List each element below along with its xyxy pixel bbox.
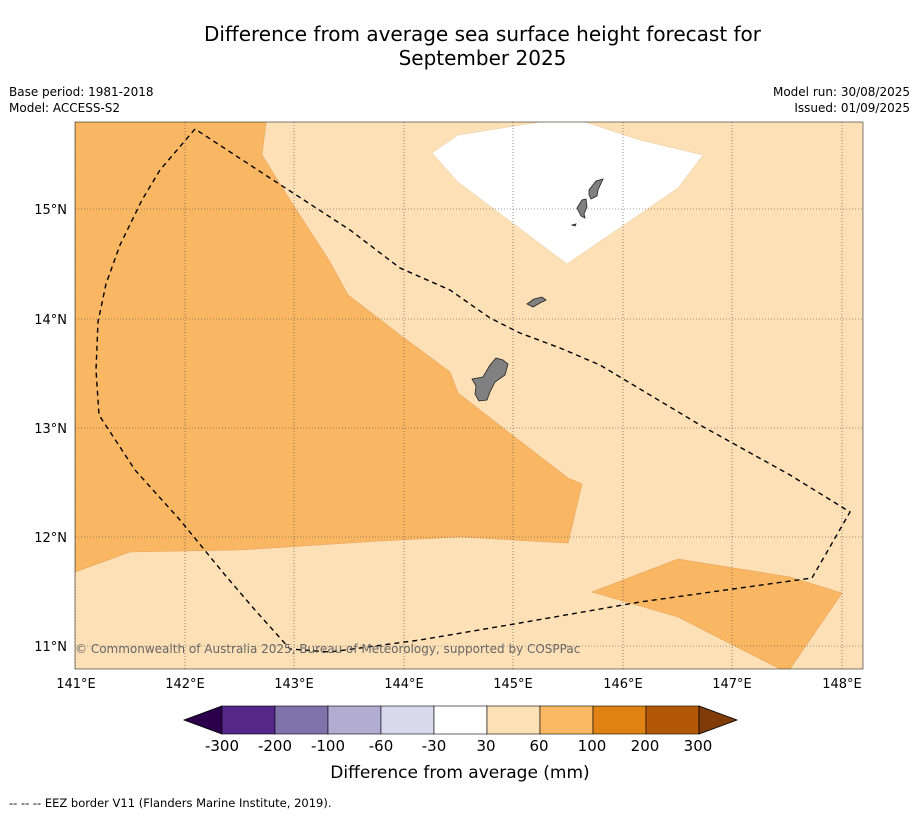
- lon-label: 148°E: [822, 677, 862, 692]
- map-area: [75, 122, 863, 669]
- colorbar-segment: [486, 705, 541, 735]
- colorbar-segment: [645, 705, 700, 735]
- colorbar-tick: -60: [369, 737, 394, 755]
- footer-note: -- -- -- EEZ border V11 (Flanders Marine…: [9, 796, 332, 810]
- colorbar-segment: [380, 705, 435, 735]
- colorbar: [182, 705, 739, 735]
- band-60-100-southeast: [591, 558, 843, 669]
- colorbar-tick: -300: [205, 737, 239, 755]
- island-tinian: [576, 198, 588, 219]
- band-60-100-west: [75, 122, 583, 573]
- meta-left: Base period: 1981-2018 Model: ACCESS-S2: [9, 84, 154, 116]
- meta-right: Model run: 30/08/2025 Issued: 01/09/2025: [773, 84, 910, 116]
- colorbar-tick: -30: [422, 737, 447, 755]
- model-run: Model run: 30/08/2025: [772, 85, 910, 99]
- gridlines: [75, 122, 863, 669]
- colorbar-segment: [592, 705, 647, 735]
- lat-label: 11°N: [34, 640, 67, 655]
- lon-label: 143°E: [274, 677, 314, 692]
- lon-label: 145°E: [493, 677, 533, 692]
- title-line-1: Difference from average sea surface heig…: [203, 22, 762, 46]
- base-period: Base period: 1981-2018: [9, 85, 154, 99]
- colorbar-tick: 200: [631, 737, 660, 755]
- colorbar-tick: -100: [311, 737, 345, 755]
- lon-label: 142°E: [165, 677, 205, 692]
- lon-label: 141°E: [56, 677, 96, 692]
- colorbar-tick: -200: [258, 737, 292, 755]
- colorbar-label: Difference from average (mm): [330, 763, 589, 783]
- lat-label: 13°N: [34, 422, 67, 437]
- colorbar-tick: 100: [578, 737, 607, 755]
- colorbar-segment: [433, 705, 488, 735]
- copyright-text: © Commonwealth of Australia 2025, Bureau…: [75, 642, 580, 656]
- lon-label: 144°E: [384, 677, 424, 692]
- island-saipan: [588, 178, 604, 200]
- colorbar-tick: 60: [529, 737, 548, 755]
- model-name: Model: ACCESS-S2: [9, 101, 121, 115]
- colorbar-segment: [327, 705, 382, 735]
- lon-label: 147°E: [712, 677, 752, 692]
- colorbar-segment: [274, 705, 329, 735]
- colorbar-segment: [539, 705, 594, 735]
- map-frame: [74, 121, 864, 670]
- title-line-2: September 2025: [398, 46, 567, 70]
- lat-label: 15°N: [34, 203, 67, 218]
- lon-label: 146°E: [603, 677, 643, 692]
- map-title: Difference from average sea surface heig…: [60, 22, 905, 70]
- band-neutral-north: [431, 122, 704, 265]
- colorbar-tick: 30: [476, 737, 495, 755]
- colorbar-extend-high: [698, 705, 739, 735]
- lon-labels: 141°E 142°E 143°E 144°E 145°E 146°E 147°…: [56, 677, 862, 692]
- colorbar-extend-low: [182, 705, 223, 735]
- lat-label: 14°N: [34, 313, 67, 328]
- lat-labels: 15°N 14°N 13°N 12°N 11°N: [34, 203, 67, 655]
- islands: [471, 178, 604, 402]
- colorbar-ticks: -300 -200 -100 -60 -30 30 60 100 200 300: [205, 737, 712, 755]
- colorbar-tick: 300: [684, 737, 713, 755]
- island-rota: [526, 296, 547, 308]
- lat-label: 12°N: [34, 531, 67, 546]
- issued-date: Issued: 01/09/2025: [794, 101, 910, 115]
- colorbar-segment: [221, 705, 276, 735]
- island-aguijan: [570, 223, 577, 227]
- island-guam: [471, 357, 509, 402]
- eez-border: [95, 128, 851, 653]
